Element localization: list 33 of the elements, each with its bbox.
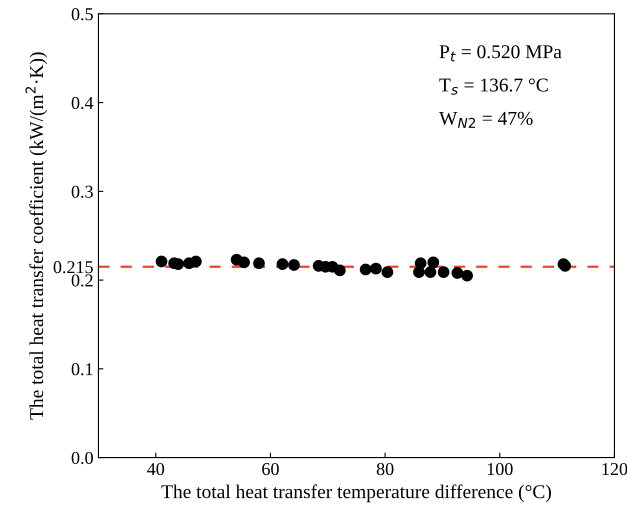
y-tick-label: 0.4: [72, 96, 94, 110]
point: [438, 266, 450, 278]
x-tick-label: 40: [147, 462, 164, 476]
y-tick-label: 0.2: [72, 274, 93, 287]
point: [427, 256, 440, 268]
point: [370, 262, 382, 274]
point: [334, 264, 346, 276]
point: [253, 257, 265, 270]
point: [190, 256, 202, 268]
point: [238, 256, 250, 268]
point: [424, 266, 436, 278]
y-tick-label: 0.3: [72, 186, 93, 198]
y-axis-title: The total heat transfer coefficient (kW/(m$^{2}$·K)): [25, 52, 48, 420]
point: [413, 266, 425, 278]
y-tick-label: 0.215: [54, 261, 93, 274]
x-tick-label: 80: [376, 462, 394, 476]
y-tick-label: 0.1: [72, 363, 92, 376]
x-tick-label: 100: [488, 462, 513, 476]
y-tick-label: 0.5: [72, 8, 93, 20]
annotation: W$_{N2}$ = 47%: [439, 112, 533, 128]
annotation: T$_{s}$ = 136.7 °C: [439, 78, 548, 95]
x-tick-label: 120: [602, 462, 627, 476]
point: [288, 259, 300, 271]
x-tick-label: 60: [262, 462, 279, 476]
y-tick-label: 0.0: [72, 452, 93, 464]
point: [382, 266, 394, 278]
x-axis-title: The total heat transfer temperature difference (°C): [161, 484, 551, 502]
point: [452, 267, 464, 279]
point: [461, 270, 473, 282]
annotation: P$_{t}$ = 0.520 MPa: [440, 45, 562, 62]
point: [276, 258, 288, 270]
point: [360, 264, 372, 276]
point: [156, 256, 168, 268]
